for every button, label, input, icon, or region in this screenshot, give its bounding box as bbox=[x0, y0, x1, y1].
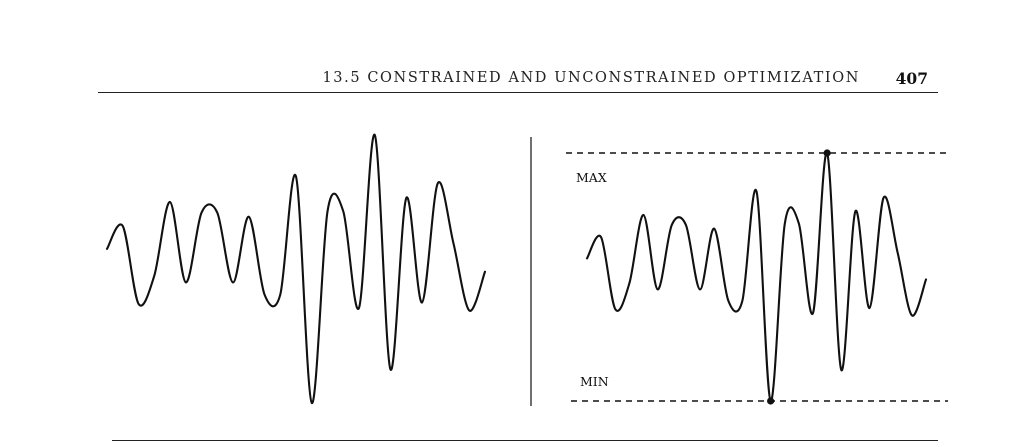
max-point bbox=[823, 149, 831, 157]
curve-constrained bbox=[585, 151, 928, 403]
curve-unconstrained bbox=[105, 133, 487, 405]
section-title: 13.5 CONSTRAINED AND UNCONSTRAINED OPTIM… bbox=[322, 70, 860, 86]
min-point bbox=[767, 397, 775, 405]
min-label: MIN bbox=[580, 374, 609, 389]
page-number: 407 bbox=[895, 69, 928, 88]
max-label: MAX bbox=[576, 170, 607, 185]
running-head: 13.5 CONSTRAINED AND UNCONSTRAINED OPTIM… bbox=[98, 66, 938, 93]
bottom-rule bbox=[112, 440, 938, 441]
